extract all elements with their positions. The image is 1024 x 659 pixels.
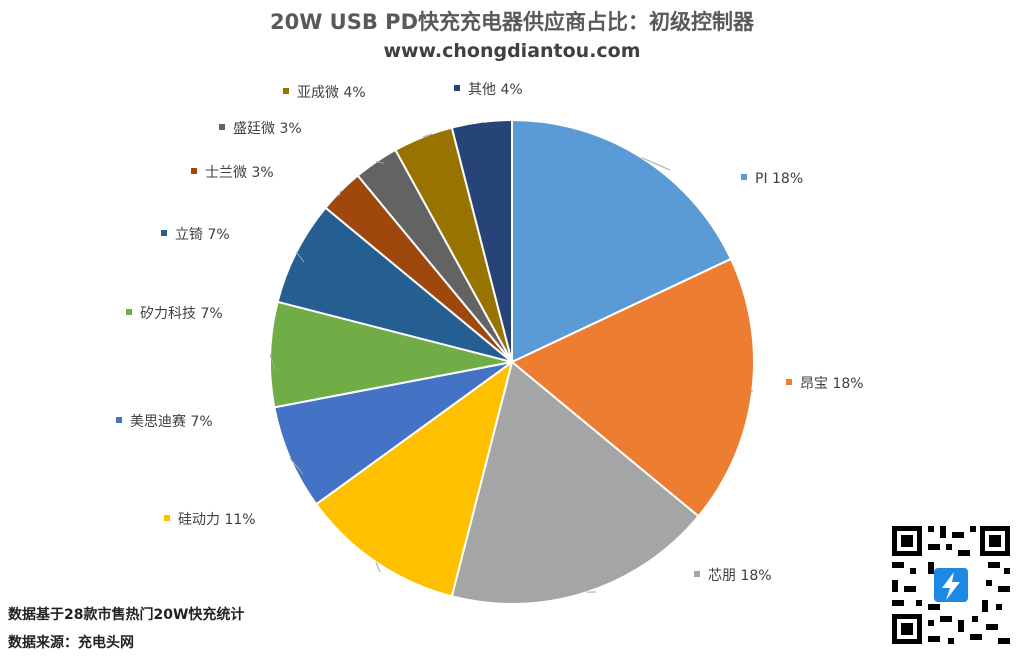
leader-line-3 bbox=[375, 561, 381, 573]
chart-title: 20W USB PD快充充电器供应商占比：初级控制器 bbox=[269, 10, 754, 34]
data-label-0: PI 18% bbox=[755, 171, 803, 187]
data-label-4: 美思迪赛 7% bbox=[130, 414, 213, 430]
legend-key-4 bbox=[116, 417, 122, 423]
data-label-8: 盛廷微 3% bbox=[233, 121, 302, 137]
footnote-source: 数据来源：充电头网 bbox=[8, 635, 134, 651]
data-label-6: 立锜 7% bbox=[175, 227, 230, 243]
leader-line-0 bbox=[641, 157, 671, 171]
leader-line-5 bbox=[269, 354, 276, 371]
leader-line-10 bbox=[481, 121, 484, 124]
legend-key-1 bbox=[786, 379, 792, 385]
legend-key-8 bbox=[219, 124, 225, 130]
chart-subtitle-url: www.chongdiantou.com bbox=[383, 40, 641, 62]
leader-line-7 bbox=[338, 190, 342, 197]
data-label-9: 亚成微 4% bbox=[297, 85, 366, 101]
pie-slice-1 bbox=[510, 257, 755, 518]
qr-code bbox=[886, 520, 1016, 650]
leader-line-4 bbox=[289, 457, 304, 475]
leader-line-6 bbox=[295, 251, 305, 263]
legend-key-10 bbox=[454, 85, 460, 91]
pie-slice-2 bbox=[450, 360, 700, 605]
leader-line-9 bbox=[422, 133, 433, 138]
legend-key-3 bbox=[164, 515, 170, 521]
leader-line-8 bbox=[375, 161, 385, 164]
legend-key-0 bbox=[741, 174, 747, 180]
data-label-2: 芯朋 18% bbox=[708, 568, 772, 584]
legend-key-5 bbox=[126, 309, 132, 315]
legend-key-2 bbox=[694, 571, 700, 577]
legend-key-6 bbox=[161, 230, 167, 236]
legend-key-7 bbox=[191, 168, 197, 174]
pie-slice-0 bbox=[511, 118, 733, 364]
data-label-1: 昂宝 18% bbox=[800, 376, 864, 392]
data-label-5: 矽力科技 7% bbox=[140, 306, 223, 322]
data-label-3: 硅动力 11% bbox=[178, 512, 256, 528]
pie-slice-3 bbox=[314, 359, 514, 598]
data-label-10: 其他 4% bbox=[468, 82, 523, 98]
legend-key-9 bbox=[283, 88, 289, 94]
footnote-basis: 数据基于28款市售热门20W快充统计 bbox=[8, 607, 245, 623]
data-label-7: 士兰微 3% bbox=[205, 165, 274, 181]
